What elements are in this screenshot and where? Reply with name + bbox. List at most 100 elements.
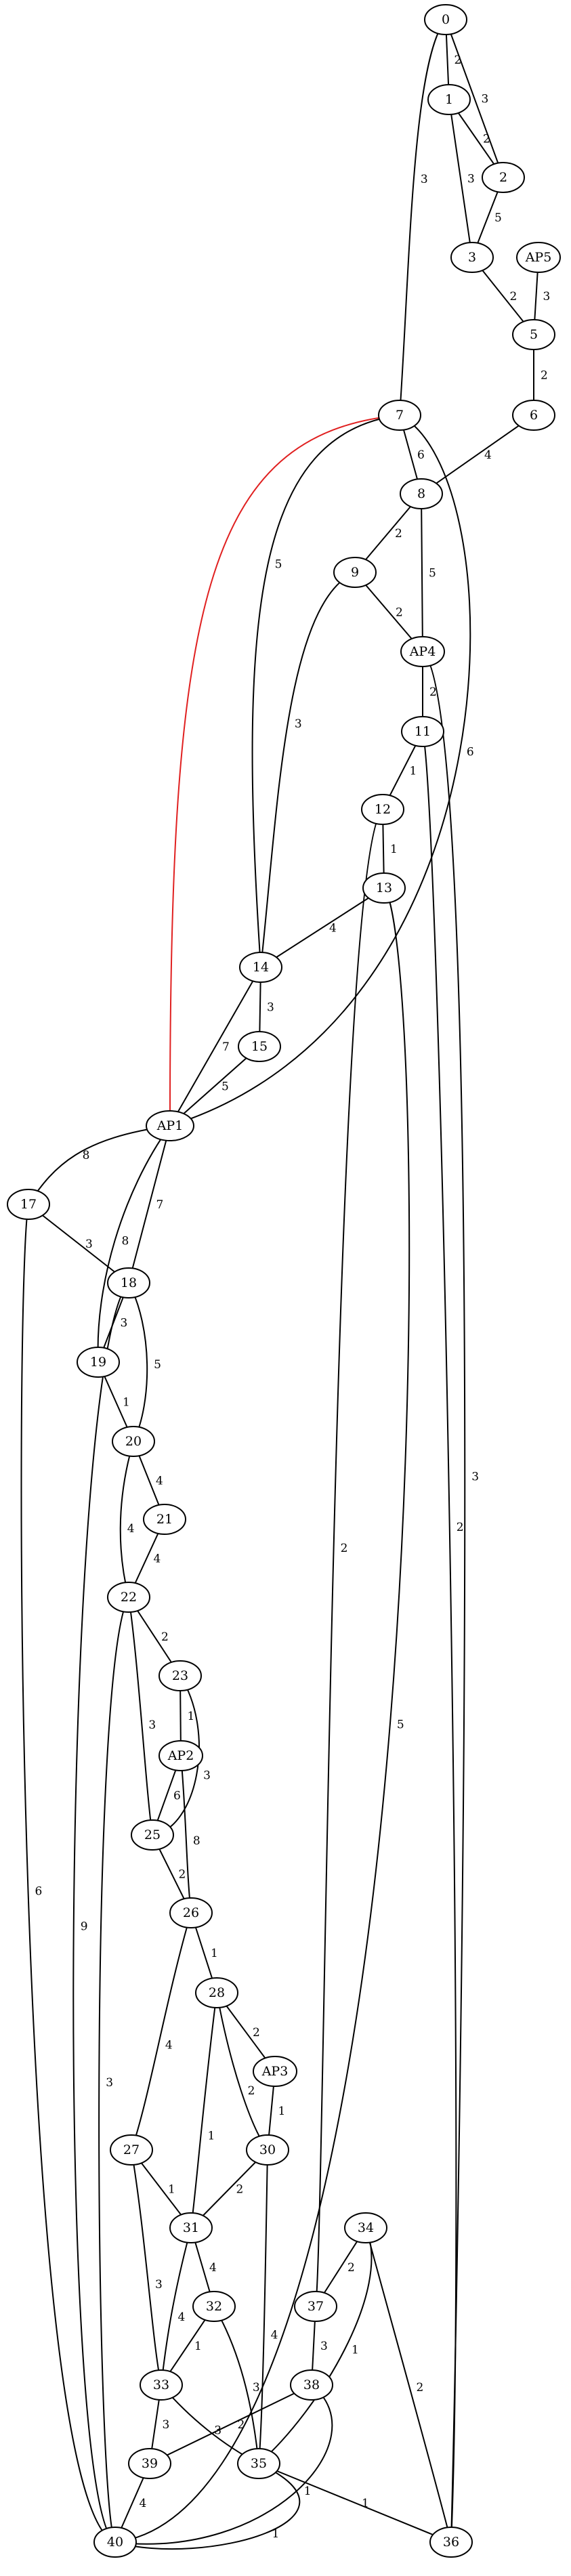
node-ap5: AP5 bbox=[516, 242, 561, 273]
edge-weight-label: 4 bbox=[484, 448, 492, 462]
edge-weight-label: 3 bbox=[421, 173, 428, 186]
edge-weight-label: 1 bbox=[390, 843, 398, 856]
edge-weight-label: 3 bbox=[320, 2340, 328, 2353]
edge-weight-label: 1 bbox=[304, 2485, 312, 2498]
node-label: 23 bbox=[172, 1668, 188, 1683]
edge-13-14 bbox=[260, 887, 385, 968]
edge-7-AP1-highlighted bbox=[169, 415, 400, 1126]
edge-weight-label: 1 bbox=[188, 1710, 195, 1723]
node-label: 25 bbox=[144, 1828, 161, 1842]
node-label: AP4 bbox=[409, 644, 436, 659]
node-ellipse bbox=[401, 716, 444, 747]
edge-18-40 bbox=[72, 1282, 129, 2543]
edge-weight-label: 3 bbox=[543, 290, 551, 303]
edge-weight-label: 1 bbox=[123, 1396, 130, 1410]
node-ellipse bbox=[128, 2448, 171, 2479]
edge-weight-label: 5 bbox=[494, 211, 502, 225]
edge-layer bbox=[20, 19, 539, 2550]
edge-weight-label: 5 bbox=[221, 1080, 229, 1094]
node-34: 34 bbox=[344, 2212, 387, 2243]
node-ellipse bbox=[192, 2291, 236, 2322]
edge-weight-label: 2 bbox=[483, 133, 490, 146]
node-ap1: AP1 bbox=[146, 1110, 194, 1141]
edge-12-37 bbox=[315, 809, 383, 2307]
node-30: 30 bbox=[246, 2134, 289, 2166]
node-ellipse bbox=[424, 4, 467, 35]
node-label: 40 bbox=[107, 2535, 123, 2550]
node-ellipse bbox=[512, 400, 555, 431]
node-ellipse bbox=[450, 242, 494, 273]
edge-6-8 bbox=[421, 415, 534, 494]
node-ellipse bbox=[169, 2212, 213, 2243]
edge-weight-label: 2 bbox=[457, 1521, 464, 1534]
node-38: 38 bbox=[290, 2369, 333, 2401]
node-ap4: AP4 bbox=[400, 636, 445, 667]
node-label: 15 bbox=[251, 1039, 268, 1054]
edge-weight-label: 2 bbox=[161, 1630, 169, 1644]
edge-weight-label: 4 bbox=[271, 2328, 278, 2342]
edge-AP4-36 bbox=[422, 651, 466, 2543]
edge-weight-label: 1 bbox=[211, 1947, 218, 1960]
node-ellipse bbox=[107, 1582, 150, 1613]
node-2: 2 bbox=[482, 162, 525, 193]
edge-weight-label: 1 bbox=[194, 2340, 202, 2353]
node-ellipse bbox=[400, 636, 445, 667]
node-label: 21 bbox=[156, 1512, 173, 1527]
edge-weight-label: 4 bbox=[154, 1553, 161, 1566]
node-8: 8 bbox=[400, 478, 443, 509]
edge-weight-label: 6 bbox=[417, 448, 425, 462]
node-ellipse bbox=[158, 1740, 203, 1771]
edge-weight-label: 2 bbox=[347, 2261, 355, 2275]
node-39: 39 bbox=[128, 2448, 171, 2479]
edge-weight-label: 4 bbox=[156, 1475, 163, 1488]
edge-weight-label: 3 bbox=[148, 1718, 156, 1732]
edge-weight-label: 2 bbox=[541, 369, 548, 383]
node-3: 3 bbox=[450, 242, 494, 273]
node-ellipse bbox=[246, 2134, 289, 2166]
node-ellipse bbox=[140, 2369, 183, 2401]
edge-weight-label: 4 bbox=[127, 1522, 135, 1536]
edge-weight-label: 3 bbox=[214, 2424, 221, 2437]
edge-weight-label: 3 bbox=[203, 1769, 211, 1782]
node-label: 0 bbox=[442, 12, 450, 27]
node-label: 33 bbox=[153, 2378, 169, 2392]
edge-weight-label: 2 bbox=[510, 290, 517, 303]
node-label: AP3 bbox=[261, 2064, 289, 2079]
node-label: 2 bbox=[499, 170, 507, 185]
node-13: 13 bbox=[362, 872, 406, 904]
node-21: 21 bbox=[143, 1504, 186, 1535]
edge-weight-label: 5 bbox=[275, 558, 282, 572]
edge-weight-label: 1 bbox=[362, 2497, 369, 2510]
edge-weight-label: 1 bbox=[278, 2105, 286, 2118]
node-ellipse bbox=[238, 1031, 281, 1062]
edge-13-40 bbox=[114, 887, 410, 2543]
node-ellipse bbox=[131, 1819, 174, 1851]
node-label: 5 bbox=[530, 327, 538, 342]
edge-weight-label: 2 bbox=[395, 527, 402, 541]
edge-weight-label: 2 bbox=[238, 2418, 245, 2432]
edge-32-35 bbox=[213, 2306, 259, 2464]
edge-35-36 bbox=[258, 2463, 452, 2543]
node-ellipse bbox=[169, 1897, 213, 1928]
node-label: 37 bbox=[308, 2299, 324, 2314]
node-ellipse bbox=[253, 2056, 297, 2087]
edge-weight-label: 1 bbox=[410, 765, 417, 778]
edge-weight-label: 7 bbox=[222, 1040, 230, 1054]
edge-weight-label: 2 bbox=[341, 1542, 348, 1555]
node-label: 28 bbox=[209, 1985, 225, 2000]
edge-AP1-18 bbox=[128, 1125, 171, 1284]
node-33: 33 bbox=[140, 2369, 183, 2401]
node-ellipse bbox=[361, 794, 404, 825]
node-ellipse bbox=[429, 2527, 473, 2558]
edge-weight-label: 5 bbox=[154, 1358, 161, 1372]
edge-weight-label: 2 bbox=[454, 54, 462, 67]
edge-30-35 bbox=[258, 2149, 268, 2464]
node-9: 9 bbox=[333, 557, 377, 588]
node-35: 35 bbox=[237, 2448, 280, 2479]
node-label: 22 bbox=[121, 1590, 137, 1605]
node-ellipse bbox=[158, 1660, 202, 1691]
edge-weight-label: 3 bbox=[471, 1470, 479, 1483]
node-ellipse bbox=[512, 319, 555, 350]
node-ellipse bbox=[362, 872, 406, 904]
node-ellipse bbox=[344, 2212, 387, 2243]
